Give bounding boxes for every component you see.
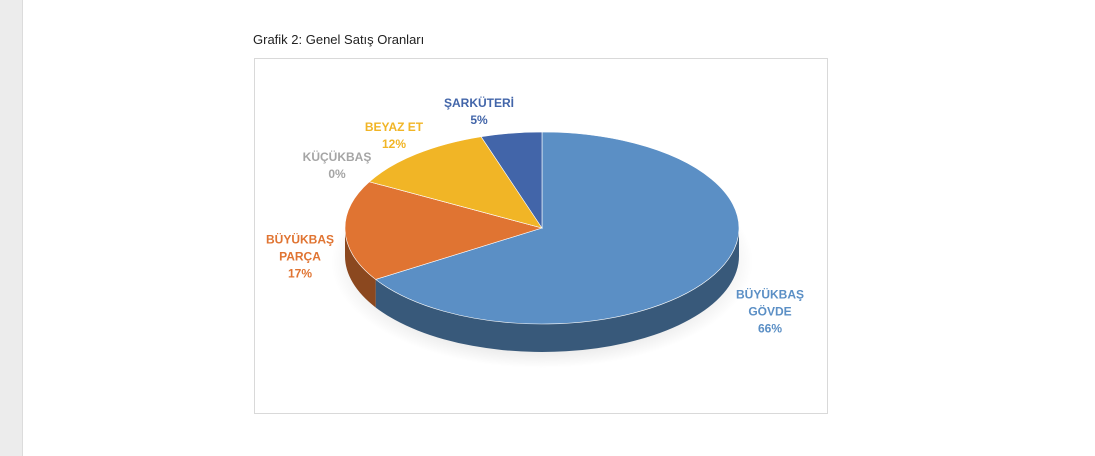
value-label: 17% [287, 266, 313, 281]
category-label: BÜYÜKBAŞ PARÇA [265, 232, 334, 264]
value-label: 0% [328, 167, 346, 181]
data-label: KÜÇÜKBAŞ 0% [303, 149, 372, 183]
pie-slice [375, 131, 740, 325]
value-label: 5% [470, 113, 488, 127]
pie-slice [368, 136, 543, 229]
category-label: BEYAZ ET [364, 120, 424, 134]
data-label: BÜYÜKBAŞ PARÇA 17% [265, 232, 335, 283]
sidebar-strip [0, 0, 23, 456]
chart-frame [254, 58, 828, 414]
slice-side [375, 228, 739, 352]
data-label: ŞARKÜTERİ 5% [444, 95, 514, 129]
data-label: BÜYÜKBAŞ GÖVDE 66% [735, 287, 805, 338]
value-label: 66% [757, 321, 783, 336]
slice-side [345, 228, 376, 308]
data-label: BEYAZ ET 12% [365, 119, 423, 153]
pie-slice [344, 181, 544, 280]
pie-slice [480, 131, 543, 229]
chart-title: Grafik 2: Genel Satış Oranları [253, 32, 425, 47]
category-label: ŞARKÜTERİ [443, 96, 515, 110]
value-label: 12% [381, 137, 407, 151]
category-label: KÜÇÜKBAŞ [302, 150, 372, 164]
category-label: BÜYÜKBAŞ GÖVDE [735, 287, 804, 319]
